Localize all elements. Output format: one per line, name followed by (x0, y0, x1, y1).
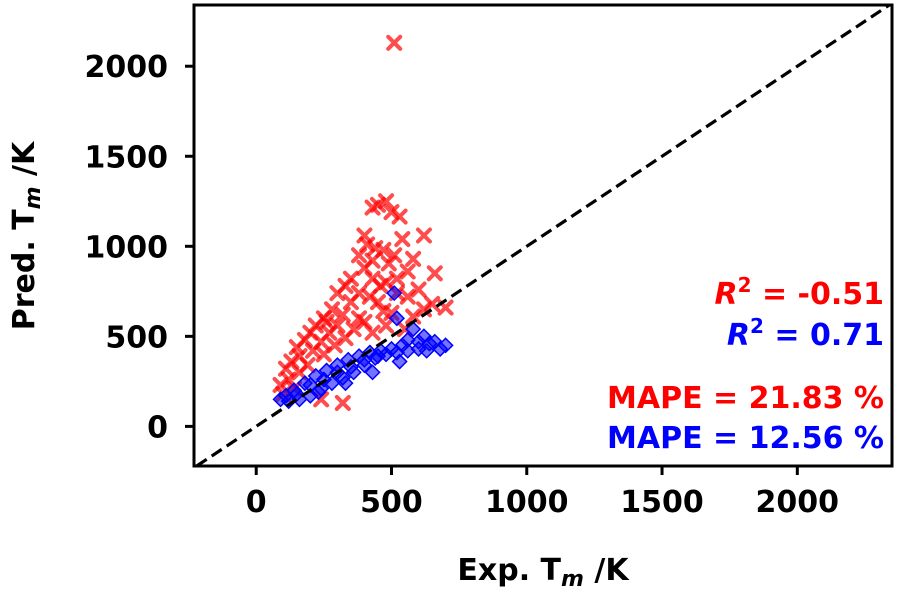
data-point (383, 204, 400, 221)
data-point (351, 247, 368, 264)
data-point (378, 193, 395, 210)
data-point (375, 303, 392, 320)
r2-red-annotation: R2 = -0.51 (714, 273, 884, 312)
x-tick-label: 2000 (756, 485, 840, 520)
data-point (356, 351, 373, 368)
data-point (310, 384, 327, 401)
data-point (405, 250, 422, 267)
x-axis: 0 500 1000 1500 2000 (246, 466, 839, 520)
data-point (369, 348, 387, 365)
data-point (364, 199, 381, 216)
x-tick-label: 1500 (620, 485, 704, 520)
y-tick-label: 0 (147, 410, 168, 445)
x-tick-label: 500 (360, 485, 423, 520)
data-point (394, 231, 411, 248)
series-0 (272, 34, 454, 411)
y-tick-label: 1500 (85, 140, 169, 175)
data-point (418, 342, 435, 359)
data-point (337, 375, 354, 392)
mape-red-annotation: MAPE = 21.83 % (607, 381, 884, 416)
data-point (388, 310, 405, 327)
data-point (364, 364, 381, 381)
data-point (391, 353, 408, 370)
y-axis-title: Pred. Tm /K (7, 140, 46, 330)
data-point (391, 208, 408, 225)
r2-blue-annotation: R2 = 0.71 (727, 314, 884, 353)
y-tick-label: 1000 (85, 230, 169, 265)
mape-blue-annotation: MAPE = 12.56 % (607, 421, 884, 456)
data-point (334, 394, 351, 411)
data-point (426, 265, 443, 282)
x-tick-label: 0 (246, 485, 267, 520)
data-point (291, 364, 308, 381)
data-point (364, 324, 381, 341)
x-tick-label: 1000 (485, 485, 569, 520)
x-axis-title: Exp. Tm /K (457, 553, 630, 592)
data-point (334, 306, 351, 323)
y-tick-label: 500 (105, 320, 168, 355)
data-point (399, 288, 416, 305)
data-point (329, 285, 346, 302)
data-point (378, 317, 395, 334)
data-point (405, 308, 422, 325)
data-point (386, 285, 403, 302)
data-point (369, 294, 386, 311)
data-point (351, 310, 368, 327)
data-point (410, 281, 427, 298)
plot-frame (192, 3, 894, 468)
y-axis-title-sub: m (21, 186, 46, 209)
data-point (399, 263, 416, 280)
data-point (432, 340, 449, 358)
data-point (337, 330, 354, 347)
data-point (415, 227, 432, 244)
data-point (315, 346, 332, 363)
y-tick-label: 2000 (85, 50, 169, 85)
data-points (272, 34, 454, 411)
data-point (318, 313, 335, 330)
parity-line (195, 3, 891, 468)
data-point (380, 255, 397, 272)
stats-annotations: R2 = -0.51 R2 = 0.71 MAPE = 21.83 % MAPE… (607, 273, 884, 456)
y-axis: 0 500 1000 1500 2000 (85, 50, 194, 445)
x-axis-title-sub: m (561, 567, 584, 592)
data-point (386, 34, 403, 51)
data-point (342, 294, 359, 311)
